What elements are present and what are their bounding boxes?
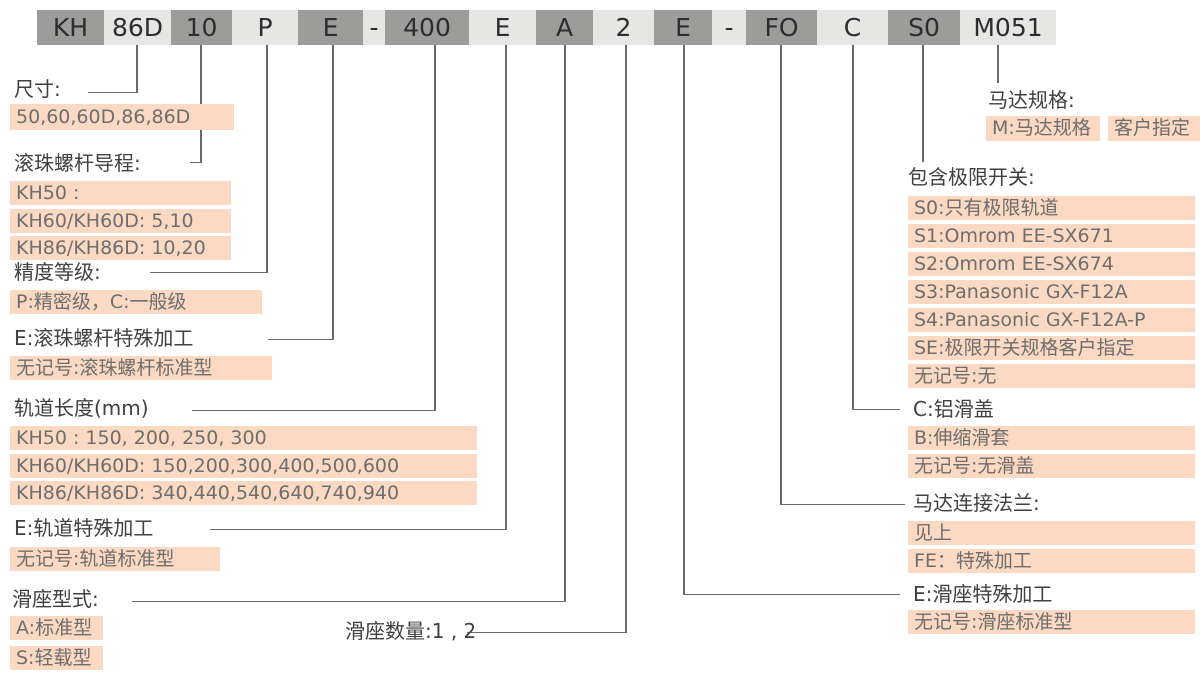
code-segment-e2: E	[469, 10, 536, 45]
size-values-row: 50,60,60D,86,86D	[10, 104, 234, 130]
code-segment-s0: S0	[888, 10, 960, 45]
rail-special-heading: E:轨道特殊加工	[14, 516, 154, 540]
connector-line-e2	[210, 528, 507, 530]
code-segment-dash2: -	[712, 10, 746, 45]
connector-line-e3	[683, 593, 900, 595]
rail-length-row: KH60/KH60D: 150,200,300,400,500,600	[10, 454, 477, 478]
rail-length-row: KH50 : 150, 200, 250, 300	[10, 426, 477, 450]
connector-line-fo	[780, 45, 782, 505]
connector-line-86d	[136, 45, 138, 93]
connector-line-e2	[505, 45, 507, 530]
screw-special-row: 无记号:滚珠螺杆标准型	[10, 356, 272, 380]
product-code-row: KH 86D 10 P E - 400 E A 2 E - FO C S0 M0…	[37, 10, 1056, 45]
motor-spec-row: M:马达规格	[986, 116, 1100, 141]
motor-spec-row: 客户指定	[1108, 116, 1200, 141]
connector-line-400	[434, 45, 436, 411]
cover-row: B:伸缩滑套	[908, 426, 1195, 450]
rail-special-row: 无记号:轨道标准型	[10, 547, 220, 571]
cover-row: 无记号:无滑盖	[908, 454, 1195, 478]
limit-switch-row: 无记号:无	[908, 364, 1195, 388]
connector-line-a	[132, 600, 566, 602]
limit-switch-row: S0:只有极限轨道	[908, 196, 1195, 220]
slider-special-row: 无记号:滑座标准型	[908, 610, 1195, 634]
limit-switch-row: S1:Omrom EE-SX671	[908, 224, 1195, 248]
slider-qty-heading: 滑座数量:1 , 2	[345, 619, 477, 643]
connector-line-86d	[88, 91, 138, 93]
rail-length-row: KH86/KH86D: 340,440,540,640,740,940	[10, 481, 477, 505]
screw-lead-row: KH86/KH86D: 10,20	[10, 236, 231, 260]
code-segment-c: C	[817, 10, 888, 45]
code-segment-dash1: -	[363, 10, 385, 45]
limit-switch-row: S2:Omrom EE-SX674	[908, 252, 1195, 276]
connector-line-400	[192, 409, 436, 411]
motor-flange-row: 见上	[908, 521, 1195, 545]
limit-switch-heading: 包含极限开关:	[908, 165, 1035, 189]
code-segment-kh: KH	[37, 10, 104, 45]
accuracy-heading: 精度等级:	[14, 260, 101, 284]
connector-line-fo	[780, 503, 905, 505]
slider-type-row: A:标准型	[10, 616, 103, 640]
connector-line-e3	[683, 45, 685, 595]
slider-type-heading: 滑座型式:	[12, 587, 99, 611]
connector-line-c	[852, 45, 854, 410]
connector-line-e1	[268, 338, 334, 340]
limit-switch-row: S3:Panasonic GX-F12A	[908, 280, 1195, 304]
code-segment-fo: FO	[746, 10, 817, 45]
connector-line-10	[190, 161, 202, 163]
screw-lead-row: KH60/KH60D: 5,10	[10, 209, 231, 233]
connector-line-e1	[332, 45, 334, 340]
motor-spec-heading: 马达规格:	[988, 88, 1075, 112]
code-segment-2: 2	[593, 10, 654, 45]
rail-length-heading: 轨道长度(mm)	[14, 396, 149, 420]
limit-switch-row: S4:Panasonic GX-F12A-P	[908, 308, 1195, 332]
code-segment-86d: 86D	[104, 10, 171, 45]
code-segment-a: A	[536, 10, 593, 45]
connector-line-2	[625, 45, 627, 633]
limit-switch-row: SE:极限开关规格客户指定	[908, 336, 1195, 360]
slider-special-heading: E:滑座特殊加工	[913, 582, 1053, 606]
connector-line-a	[564, 45, 566, 602]
connector-line-s0	[922, 45, 924, 162]
motor-flange-row: FE：特殊加工	[908, 549, 1195, 573]
connector-line-p	[266, 45, 268, 273]
accuracy-row: P:精密级，C:一般级	[10, 290, 262, 314]
code-segment-p: P	[232, 10, 298, 45]
size-heading: 尺寸:	[14, 77, 61, 101]
screw-lead-heading: 滚珠螺杆导程:	[14, 151, 141, 175]
screw-lead-row: KH50 :	[10, 181, 231, 205]
code-segment-10: 10	[171, 10, 232, 45]
screw-special-heading: E:滚珠螺杆特殊加工	[14, 326, 194, 350]
code-segment-400: 400	[385, 10, 469, 45]
code-segment-e1: E	[298, 10, 363, 45]
connector-line-m051	[997, 45, 999, 83]
code-segment-m051: M051	[960, 10, 1056, 45]
code-segment-e3: E	[654, 10, 712, 45]
connector-line-p	[150, 271, 268, 273]
connector-line-c	[852, 408, 900, 410]
motor-flange-heading: 马达连接法兰:	[913, 491, 1040, 515]
connector-line-2	[467, 631, 627, 633]
slider-type-row: S:轻载型	[10, 646, 103, 670]
cover-heading: C:铝滑盖	[913, 397, 994, 421]
